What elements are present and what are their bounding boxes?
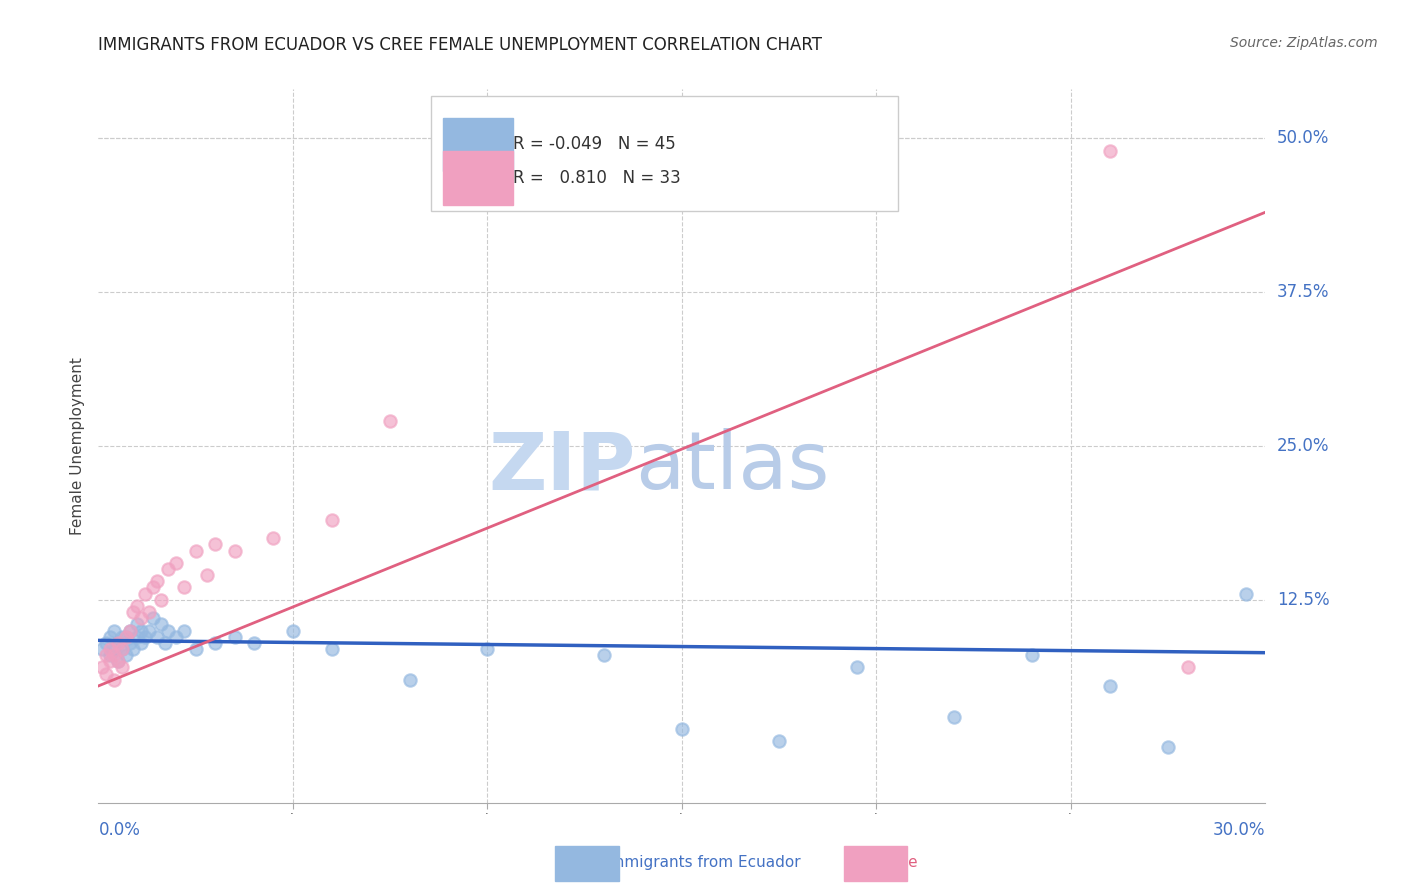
Point: [1098, 679, 1121, 693]
Point: [114, 630, 136, 644]
Point: [768, 734, 790, 748]
Point: [111, 660, 134, 674]
Point: [127, 599, 149, 613]
Point: [184, 543, 207, 558]
Text: ZIP: ZIP: [488, 428, 636, 507]
Point: [173, 624, 195, 638]
Point: [142, 611, 165, 625]
Text: Immigrants from Ecuador: Immigrants from Ecuador: [605, 855, 801, 870]
Point: [593, 648, 616, 662]
Point: [103, 673, 125, 687]
Point: [129, 636, 152, 650]
Point: [224, 543, 246, 558]
Point: [146, 630, 169, 644]
Text: R = -0.049   N = 45: R = -0.049 N = 45: [513, 136, 675, 153]
Point: [96, 666, 118, 681]
Point: [138, 624, 160, 638]
Point: [111, 642, 134, 657]
Point: [149, 592, 172, 607]
Point: [118, 624, 141, 638]
Point: [165, 556, 187, 570]
Point: [111, 630, 134, 644]
FancyBboxPatch shape: [432, 96, 898, 211]
Point: [91, 642, 114, 657]
Text: Cree: Cree: [882, 855, 918, 870]
Point: [204, 537, 226, 551]
Text: IMMIGRANTS FROM ECUADOR VS CREE FEMALE UNEMPLOYMENT CORRELATION CHART: IMMIGRANTS FROM ECUADOR VS CREE FEMALE U…: [98, 36, 823, 54]
Point: [127, 617, 149, 632]
Point: [103, 642, 125, 657]
Text: 37.5%: 37.5%: [1277, 283, 1330, 301]
Point: [103, 648, 125, 662]
Point: [138, 605, 160, 619]
Text: 12.5%: 12.5%: [1277, 591, 1330, 609]
Point: [1177, 660, 1199, 674]
Text: R =   0.810   N = 33: R = 0.810 N = 33: [513, 169, 681, 186]
Point: [91, 660, 114, 674]
Point: [157, 624, 180, 638]
Text: 30.0%: 30.0%: [1213, 822, 1265, 839]
Point: [107, 636, 129, 650]
Text: 0.0%: 0.0%: [98, 822, 141, 839]
Point: [149, 617, 172, 632]
Point: [129, 611, 152, 625]
Point: [107, 636, 129, 650]
Point: [157, 562, 180, 576]
Text: 25.0%: 25.0%: [1277, 437, 1330, 455]
Point: [107, 654, 129, 668]
Point: [134, 630, 156, 644]
Point: [398, 673, 420, 687]
Point: [114, 630, 136, 644]
FancyBboxPatch shape: [443, 118, 513, 171]
FancyBboxPatch shape: [443, 152, 513, 205]
Point: [103, 624, 125, 638]
Point: [122, 642, 145, 657]
Point: [184, 642, 207, 657]
Point: [96, 636, 118, 650]
Point: [262, 531, 284, 545]
Point: [321, 642, 343, 657]
Text: Source: ZipAtlas.com: Source: ZipAtlas.com: [1230, 36, 1378, 50]
Point: [243, 636, 266, 650]
Point: [321, 513, 343, 527]
Point: [195, 568, 218, 582]
Point: [378, 414, 402, 428]
Point: [671, 722, 693, 736]
Point: [281, 624, 304, 638]
Point: [129, 624, 152, 638]
Point: [1157, 740, 1180, 755]
Point: [114, 648, 136, 662]
Point: [142, 581, 165, 595]
Point: [845, 660, 868, 674]
Point: [173, 581, 195, 595]
Point: [127, 630, 149, 644]
Point: [118, 624, 141, 638]
Text: atlas: atlas: [636, 428, 830, 507]
Point: [122, 605, 145, 619]
Point: [943, 709, 966, 723]
Point: [1234, 587, 1257, 601]
Point: [153, 636, 176, 650]
Point: [146, 574, 169, 589]
Point: [118, 636, 141, 650]
Point: [1021, 648, 1043, 662]
Y-axis label: Female Unemployment: Female Unemployment: [69, 357, 84, 535]
Point: [1098, 144, 1121, 158]
Point: [98, 630, 121, 644]
Point: [111, 642, 134, 657]
Point: [224, 630, 246, 644]
Point: [107, 654, 129, 668]
Point: [98, 642, 121, 657]
Point: [96, 648, 118, 662]
Point: [98, 648, 121, 662]
Text: 50.0%: 50.0%: [1277, 129, 1330, 147]
Point: [204, 636, 226, 650]
Point: [98, 654, 121, 668]
Point: [134, 587, 156, 601]
Point: [165, 630, 187, 644]
Point: [477, 642, 499, 657]
